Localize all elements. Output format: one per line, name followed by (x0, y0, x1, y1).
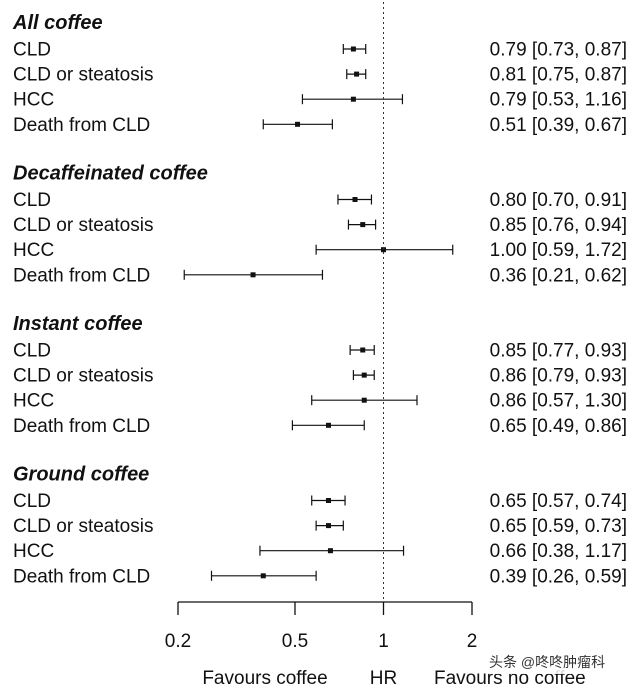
row-cld: CLD 0.85 [0.77, 0.93] (13, 341, 627, 362)
row-value: 0.66 [0.38, 1.17] (490, 541, 627, 562)
row-death-from-cld: Death from CLD 0.39 [0.26, 0.59] (13, 566, 627, 587)
row-cld-or-steatosis: CLD or steatosis 0.86 [0.79, 0.93] (13, 366, 627, 387)
row-label: CLD (13, 491, 51, 512)
group-ground-coffee: Ground coffee CLD 0.65 [0.57, 0.74] CLD or … (13, 464, 627, 588)
hr-point (325, 422, 331, 428)
row-hcc: HCC 0.79 [0.53, 1.16] (13, 90, 627, 111)
row-label: Death from CLD (13, 416, 150, 437)
group-title: All coffee (12, 12, 103, 34)
hr-point (325, 498, 331, 503)
favours-coffee-label: Favours coffee (202, 668, 327, 687)
row-value: 0.79 [0.73, 0.87] (490, 40, 627, 61)
hr-point (327, 548, 333, 554)
hr-axis-label: HR (370, 668, 397, 687)
hr-point (352, 197, 358, 202)
hr-point (380, 247, 386, 253)
row-value: 1.00 [0.59, 1.72] (490, 240, 627, 261)
row-cld-or-steatosis: CLD or steatosis 0.85 [0.76, 0.94] (13, 215, 627, 236)
row-value: 0.65 [0.59, 0.73] (490, 516, 627, 537)
row-label: CLD or steatosis (13, 366, 153, 387)
group-title: Instant coffee (13, 313, 143, 335)
group-title: Ground coffee (13, 464, 149, 486)
x-tick-label: 1 (378, 631, 389, 652)
hr-point (295, 121, 301, 127)
row-hcc: HCC 1.00 [0.59, 1.72] (13, 240, 627, 261)
row-label: Death from CLD (13, 265, 150, 286)
hr-point (260, 573, 266, 579)
row-value: 0.86 [0.57, 1.30] (490, 391, 627, 412)
row-label: CLD or steatosis (13, 215, 153, 236)
row-value: 0.51 [0.39, 0.67] (490, 115, 627, 136)
x-tick-label: 0.2 (165, 631, 191, 652)
row-value: 0.39 [0.26, 0.59] (490, 566, 627, 587)
row-label: HCC (13, 90, 54, 111)
x-axis: 0.2 0.5 1 2 (165, 601, 478, 652)
row-label: HCC (13, 541, 54, 562)
row-label: CLD or steatosis (13, 65, 153, 86)
row-hcc: HCC 0.86 [0.57, 1.30] (13, 391, 627, 412)
x-tick-label: 0.5 (282, 631, 308, 652)
row-cld: CLD 0.65 [0.57, 0.74] (13, 491, 627, 512)
row-cld: CLD 0.79 [0.73, 0.87] (13, 40, 627, 61)
watermark: 头条 @咚咚肿瘤科 (489, 654, 605, 670)
row-label: CLD (13, 190, 51, 211)
hr-point (325, 523, 331, 529)
hr-point (250, 272, 256, 278)
hr-point (354, 71, 360, 77)
row-label: HCC (13, 391, 54, 412)
group-all-coffee: All coffee CLD 0.79 [0.73, 0.87] CLD or ste… (12, 12, 627, 136)
row-label: CLD or steatosis (13, 516, 153, 537)
row-death-from-cld: Death from CLD 0.51 [0.39, 0.67] (13, 115, 627, 136)
group-title: Decaffeinated coffee (13, 163, 208, 185)
watermark-backdrop (486, 650, 632, 674)
groups-layer: All coffee CLD 0.79 [0.73, 0.87] CLD or ste… (12, 12, 627, 587)
row-value: 0.86 [0.79, 0.93] (490, 366, 627, 387)
hr-point (360, 222, 366, 228)
row-value: 0.79 [0.53, 1.16] (490, 90, 627, 111)
row-value: 0.36 [0.21, 0.62] (490, 265, 627, 286)
row-label: Death from CLD (13, 566, 150, 587)
row-label: CLD (13, 40, 51, 61)
hr-point (350, 96, 356, 102)
row-value: 0.65 [0.49, 0.86] (490, 416, 627, 437)
row-death-from-cld: Death from CLD 0.65 [0.49, 0.86] (13, 416, 627, 437)
row-cld: CLD 0.80 [0.70, 0.91] (13, 190, 627, 211)
hr-point (350, 46, 356, 52)
row-cld-or-steatosis: CLD or steatosis 0.81 [0.75, 0.87] (13, 65, 627, 86)
row-value: 0.85 [0.76, 0.94] (490, 215, 627, 236)
group-decaffeinated-coffee: Decaffeinated coffee CLD 0.80 [0.70, 0.91]… (13, 163, 627, 287)
row-cld-or-steatosis: CLD or steatosis 0.65 [0.59, 0.73] (13, 516, 627, 537)
x-tick-label: 2 (467, 631, 478, 652)
hr-point (360, 347, 366, 353)
hr-point (361, 397, 367, 403)
row-death-from-cld: Death from CLD 0.36 [0.21, 0.62] (13, 265, 627, 286)
group-instant-coffee: Instant coffee CLD 0.85 [0.77, 0.93] CLD or… (13, 313, 627, 437)
row-hcc: HCC 0.66 [0.38, 1.17] (13, 541, 627, 562)
row-value: 0.81 [0.75, 0.87] (490, 65, 627, 86)
row-label: HCC (13, 240, 54, 261)
row-label: CLD (13, 341, 51, 362)
row-value: 0.80 [0.70, 0.91] (490, 190, 627, 211)
row-label: Death from CLD (13, 115, 150, 136)
row-value: 0.65 [0.57, 0.74] (490, 491, 627, 512)
hr-point (361, 372, 367, 378)
row-value: 0.85 [0.77, 0.93] (490, 341, 627, 362)
